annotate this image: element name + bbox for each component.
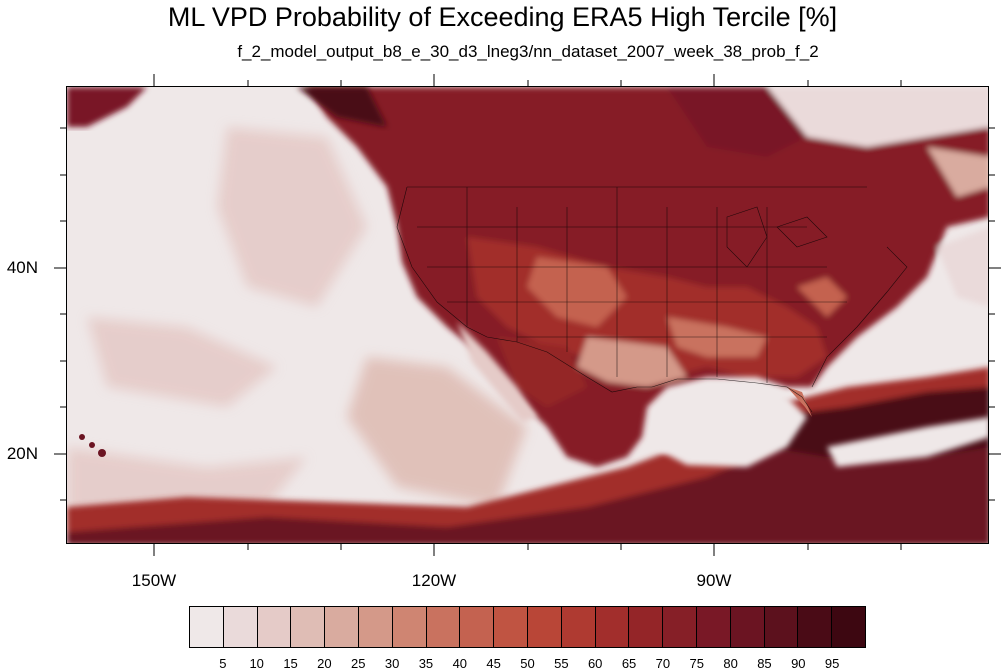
colorbar-label: 25	[351, 656, 366, 671]
colorbar-box	[223, 607, 258, 647]
lon-label-120w: 120W	[411, 571, 457, 590]
colorbar-box	[494, 607, 528, 647]
colorbar-label: 20	[317, 656, 332, 671]
lon-label-90w: 90W	[696, 571, 732, 590]
colorbar-box	[527, 607, 562, 647]
colorbar-box	[696, 607, 731, 647]
colorbar-box	[730, 607, 765, 647]
colorbar-label: 55	[554, 656, 569, 671]
colorbar-box	[561, 607, 596, 647]
colorbar-label: 90	[791, 656, 806, 671]
colorbar-label: 10	[249, 656, 264, 671]
colorbar-box	[291, 607, 326, 647]
map-subtitle: f_2_model_output_b8_e_30_d3_lneg3/nn_dat…	[237, 42, 819, 61]
colorbar-box	[358, 607, 393, 647]
colorbar-label: 40	[452, 656, 468, 671]
colorbar-box	[426, 607, 461, 647]
colorbar-box	[595, 607, 630, 647]
probability-map	[67, 87, 988, 543]
colorbar-box	[190, 607, 224, 647]
colorbar	[189, 606, 866, 648]
colorbar-label: 60	[587, 656, 603, 671]
colorbar-label: 15	[283, 656, 298, 671]
colorbar-box	[460, 607, 495, 647]
colorbar-box	[629, 607, 664, 647]
colorbar-label: 30	[384, 656, 400, 671]
colorbar-label: 45	[486, 656, 501, 671]
colorbar-box	[832, 607, 865, 647]
colorbar-label: 95	[824, 656, 840, 671]
map-plot-area	[66, 86, 989, 544]
colorbar-box	[663, 607, 697, 647]
colorbar-label: 35	[418, 656, 434, 671]
colorbar-box	[764, 607, 799, 647]
map-title: ML VPD Probability of Exceeding ERA5 Hig…	[167, 2, 838, 32]
colorbar-label: 70	[655, 656, 671, 671]
lon-label-150w: 150W	[131, 571, 177, 590]
colorbar-box	[392, 607, 427, 647]
lat-label-40n: 40N	[6, 258, 38, 277]
colorbar-label: 80	[723, 656, 738, 671]
colorbar-label: 50	[520, 656, 535, 671]
lat-label-20n: 20N	[6, 444, 38, 463]
colorbar-box	[325, 607, 359, 647]
colorbar-label: 85	[757, 656, 772, 671]
colorbar-label: 75	[689, 656, 704, 671]
colorbar-box	[257, 607, 292, 647]
colorbar-label: 65	[621, 656, 637, 671]
colorbar-label: 5	[219, 656, 227, 671]
colorbar-box	[798, 607, 833, 647]
